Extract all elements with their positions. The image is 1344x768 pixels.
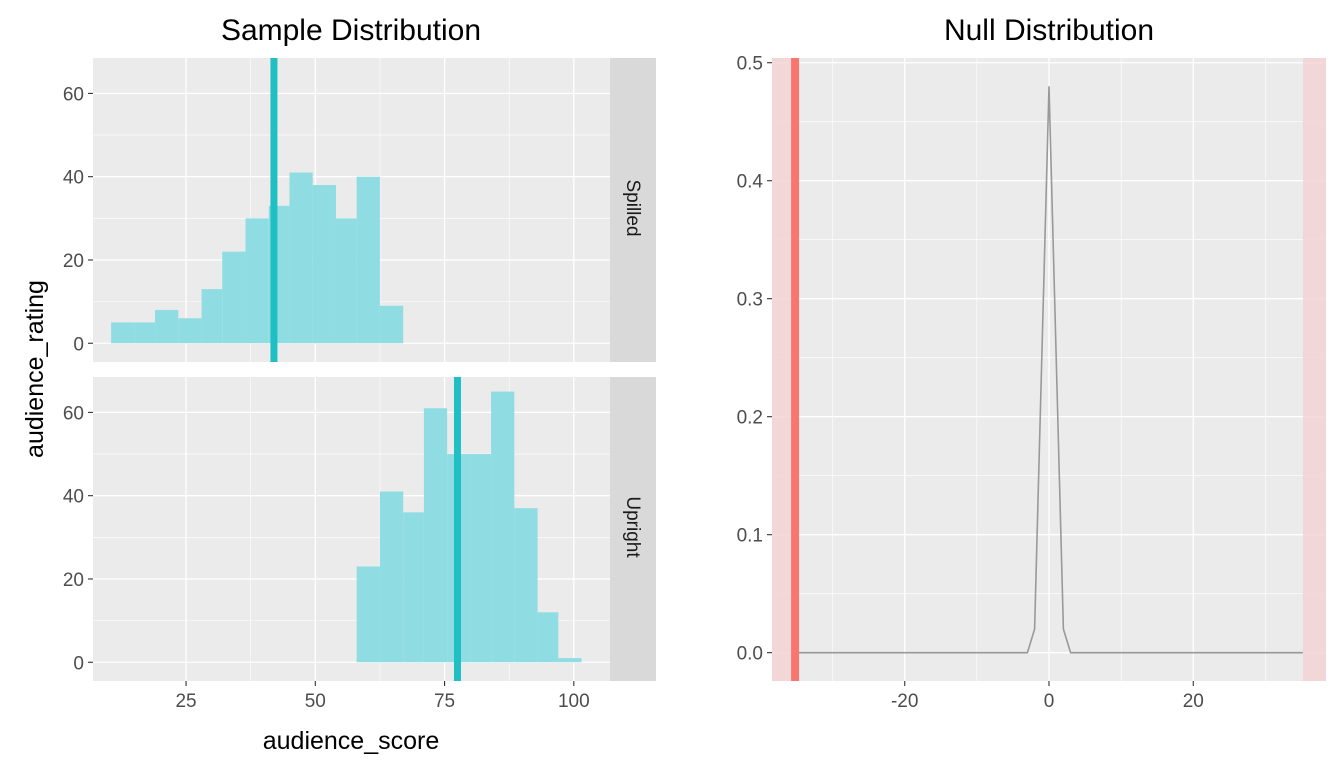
sample-distribution-chart: Sample Distribution 0 20 40 60 Spilled 0 20 40 6…: [21, 14, 656, 755]
null-distribution-title: Null Distribution: [944, 14, 1154, 47]
histogram-bar: [491, 391, 515, 663]
y-tick-label: 40: [63, 487, 84, 508]
x-tick-label: -20: [891, 691, 918, 712]
x-tick-label: 20: [1183, 691, 1204, 712]
y-tick-label: 40: [63, 168, 84, 189]
y-tick-label: 0.4: [737, 172, 764, 193]
histogram-bar: [379, 491, 404, 663]
histogram-bar: [201, 289, 223, 344]
histogram-bar: [379, 305, 404, 344]
facet-strip-label: Upright: [622, 496, 643, 558]
histogram-bar: [335, 218, 357, 344]
histogram-bar: [537, 612, 559, 663]
y-axis-title: audience_rating: [21, 280, 49, 458]
shaded-p-value-region: [1302, 58, 1326, 681]
y-tick-label: 0: [73, 334, 84, 355]
histogram-bar: [155, 309, 179, 344]
histogram-bar: [423, 408, 448, 663]
y-tick-label: 20: [63, 570, 84, 591]
facet-panel-spilled: 0 20 40 60 Spilled: [63, 58, 656, 362]
facet-strip-label: Spilled: [622, 179, 643, 236]
sample-distribution-content: 0 20 40 60 Spilled 0 20 40 60 Upright 25 50 75 100: [63, 58, 656, 712]
histogram-bar: [312, 185, 336, 344]
histogram-bar: [356, 176, 380, 344]
null-distribution-chart: Null Distribution 0.00.10.20.30.40.5-20 0…: [737, 14, 1326, 712]
y-tick-label: 0: [73, 653, 84, 674]
histogram-bar: [245, 218, 269, 344]
sample-distribution-title: Sample Distribution: [221, 14, 481, 47]
x-tick-label: 75: [434, 691, 455, 712]
observed-statistic-line: [791, 58, 800, 681]
x-tick-label: 100: [558, 691, 590, 712]
histogram-bar: [222, 251, 246, 344]
y-tick-label: 20: [63, 251, 84, 272]
x-tick-label: 50: [305, 691, 326, 712]
y-tick-label: 60: [63, 403, 84, 424]
histogram-bar: [470, 454, 492, 663]
histogram-bar: [403, 512, 424, 663]
y-tick-label: 0.0: [737, 644, 763, 665]
y-tick-label: 0.3: [737, 290, 763, 311]
x-tick-label: 0: [1044, 691, 1055, 712]
y-tick-label: 0.5: [737, 54, 763, 75]
facet-panel-upright: 0 20 40 60 Upright: [63, 377, 656, 681]
mean-line: [453, 377, 461, 681]
histogram-bar: [289, 172, 313, 344]
null-distribution-content: 0.0 0.1 0.2 0.3 0.4 0.5 -20 0 20: [737, 54, 1326, 712]
x-tick-label: 25: [175, 691, 196, 712]
null-distribution-line: [795, 86, 1303, 654]
histogram-bar: [514, 508, 538, 663]
shaded-p-value-region: [772, 58, 796, 681]
histogram-bar: [356, 566, 380, 663]
y-tick-label: 60: [63, 84, 84, 105]
facet-strip: [610, 58, 656, 362]
mean-line: [270, 58, 278, 362]
x-axis-title: audience_score: [263, 727, 440, 755]
histogram-bar: [111, 322, 135, 344]
histogram-bar: [558, 658, 582, 663]
histogram-bar: [178, 318, 202, 344]
y-tick-label: 0.2: [737, 408, 763, 429]
histogram-bar: [134, 322, 156, 344]
facet-strip: [610, 377, 656, 681]
y-tick-label: 0.1: [737, 526, 763, 547]
